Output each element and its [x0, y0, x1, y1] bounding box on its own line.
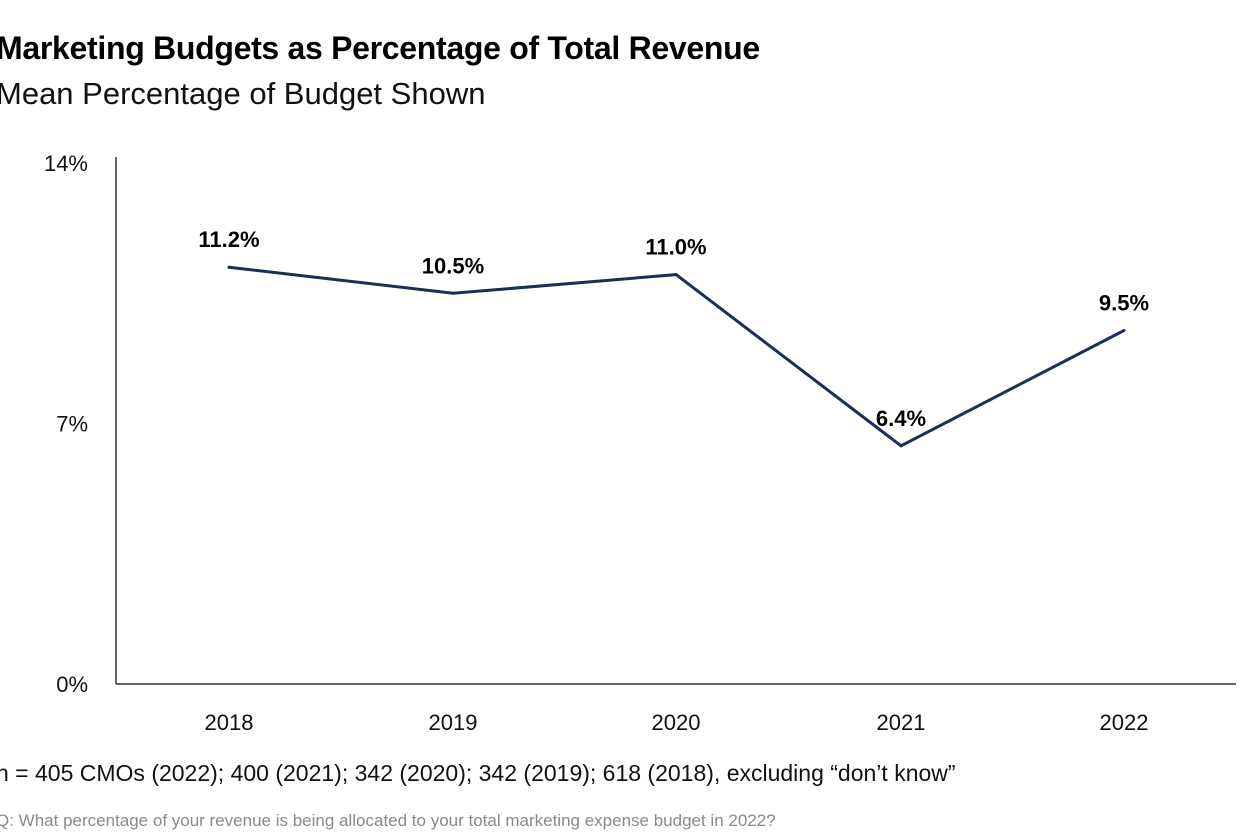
x-tick-label: 2021 — [877, 710, 926, 735]
x-tick-label: 2018 — [205, 710, 254, 735]
data-label: 9.5% — [1099, 291, 1149, 316]
data-point — [1122, 329, 1126, 332]
chart-subtitle: Mean Percentage of Budget Shown — [0, 76, 486, 111]
chart-title: Marketing Budgets as Percentage of Total… — [0, 30, 760, 66]
x-tick-label: 2019 — [429, 710, 478, 735]
survey-question-note: Q: What percentage of your revenue is be… — [0, 811, 776, 830]
data-label: 6.4% — [876, 406, 926, 431]
y-tick-label: 7% — [56, 412, 88, 437]
data-point — [451, 291, 455, 295]
y-tick-label: 14% — [44, 151, 88, 176]
data-label: 11.2% — [198, 227, 259, 252]
x-tick-label: 2020 — [652, 710, 701, 735]
x-tick-label: 2022 — [1100, 710, 1149, 735]
data-label: 11.0% — [645, 235, 706, 260]
data-label: 10.5% — [422, 253, 484, 278]
y-tick-label: 0% — [56, 672, 88, 697]
data-point — [227, 265, 231, 269]
sample-size-footnote: n = 405 CMOs (2022); 400 (2021); 342 (20… — [0, 760, 956, 786]
data-point — [674, 273, 678, 277]
data-point — [899, 444, 903, 448]
series-line — [228, 265, 1125, 448]
